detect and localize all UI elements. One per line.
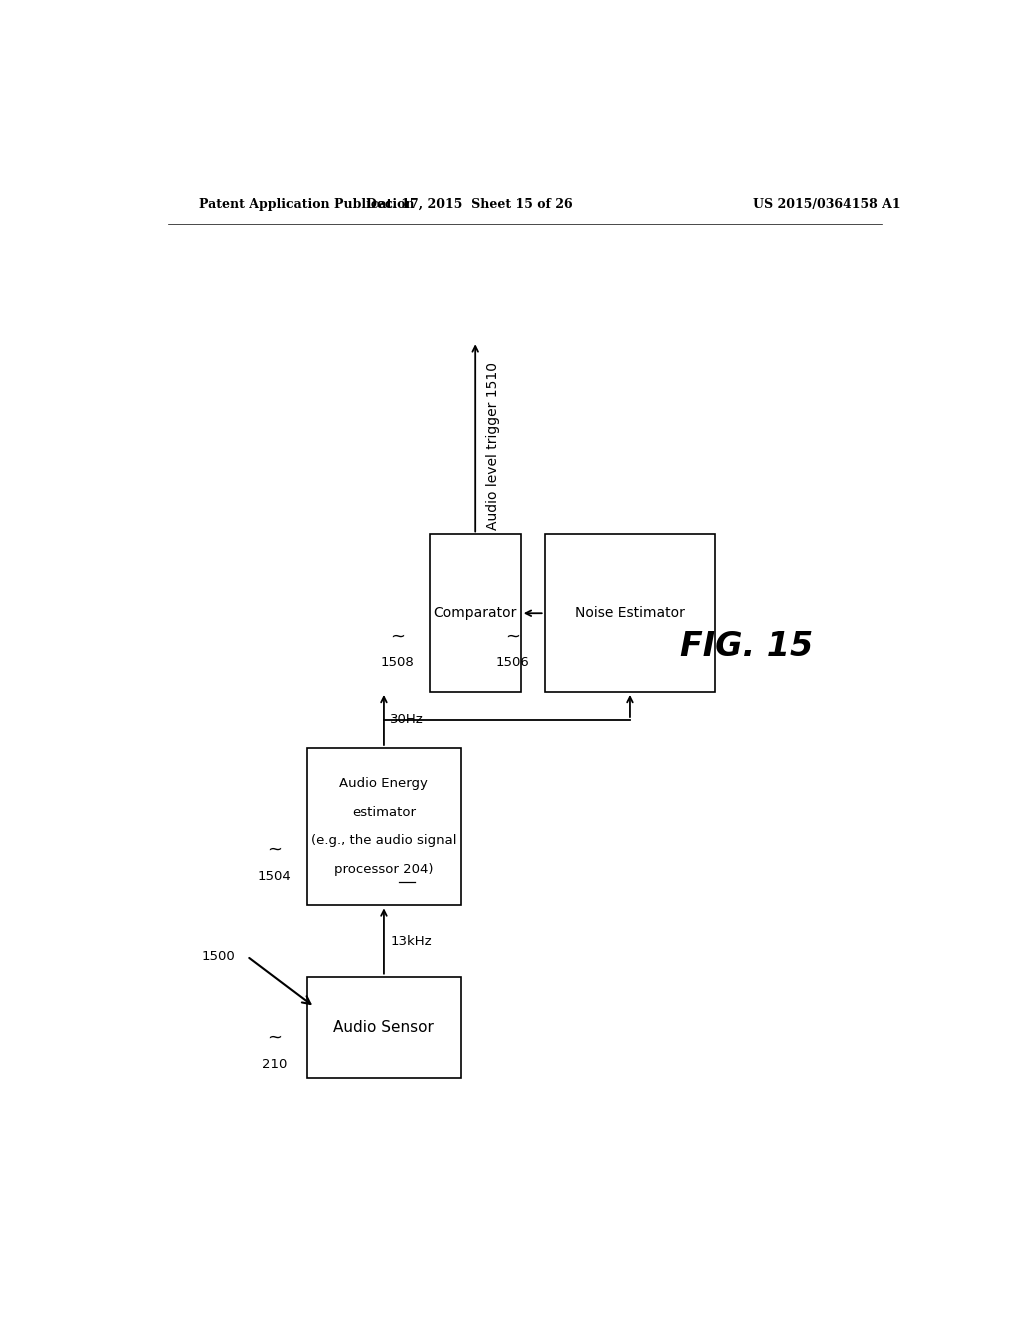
Text: ~: ~ — [506, 627, 520, 645]
Text: Audio level trigger 1510: Audio level trigger 1510 — [485, 362, 500, 529]
Text: Noise Estimator: Noise Estimator — [575, 606, 685, 620]
Text: 1504: 1504 — [258, 870, 292, 883]
Text: Audio Energy: Audio Energy — [340, 777, 428, 791]
Text: 30Hz: 30Hz — [390, 714, 424, 726]
Text: estimator: estimator — [352, 807, 416, 818]
FancyBboxPatch shape — [430, 535, 521, 692]
FancyBboxPatch shape — [545, 535, 715, 692]
Text: 1508: 1508 — [381, 656, 415, 669]
Text: ~: ~ — [390, 627, 406, 645]
Text: Dec. 17, 2015  Sheet 15 of 26: Dec. 17, 2015 Sheet 15 of 26 — [366, 198, 572, 211]
Text: 1506: 1506 — [496, 656, 529, 669]
Text: (e.g., the audio signal: (e.g., the audio signal — [311, 834, 457, 847]
Text: Comparator: Comparator — [433, 606, 517, 620]
Text: ~: ~ — [267, 1028, 283, 1047]
Text: FIG. 15: FIG. 15 — [680, 630, 814, 663]
Text: processor 204): processor 204) — [334, 863, 434, 876]
FancyBboxPatch shape — [306, 748, 462, 906]
Text: ~: ~ — [267, 841, 283, 858]
Text: Audio Sensor: Audio Sensor — [334, 1020, 434, 1035]
Text: 13kHz: 13kHz — [390, 935, 432, 948]
Text: 210: 210 — [262, 1057, 288, 1071]
FancyBboxPatch shape — [306, 977, 462, 1078]
Text: US 2015/0364158 A1: US 2015/0364158 A1 — [753, 198, 900, 211]
Text: Patent Application Publication: Patent Application Publication — [200, 198, 415, 211]
Text: 1500: 1500 — [202, 950, 236, 962]
